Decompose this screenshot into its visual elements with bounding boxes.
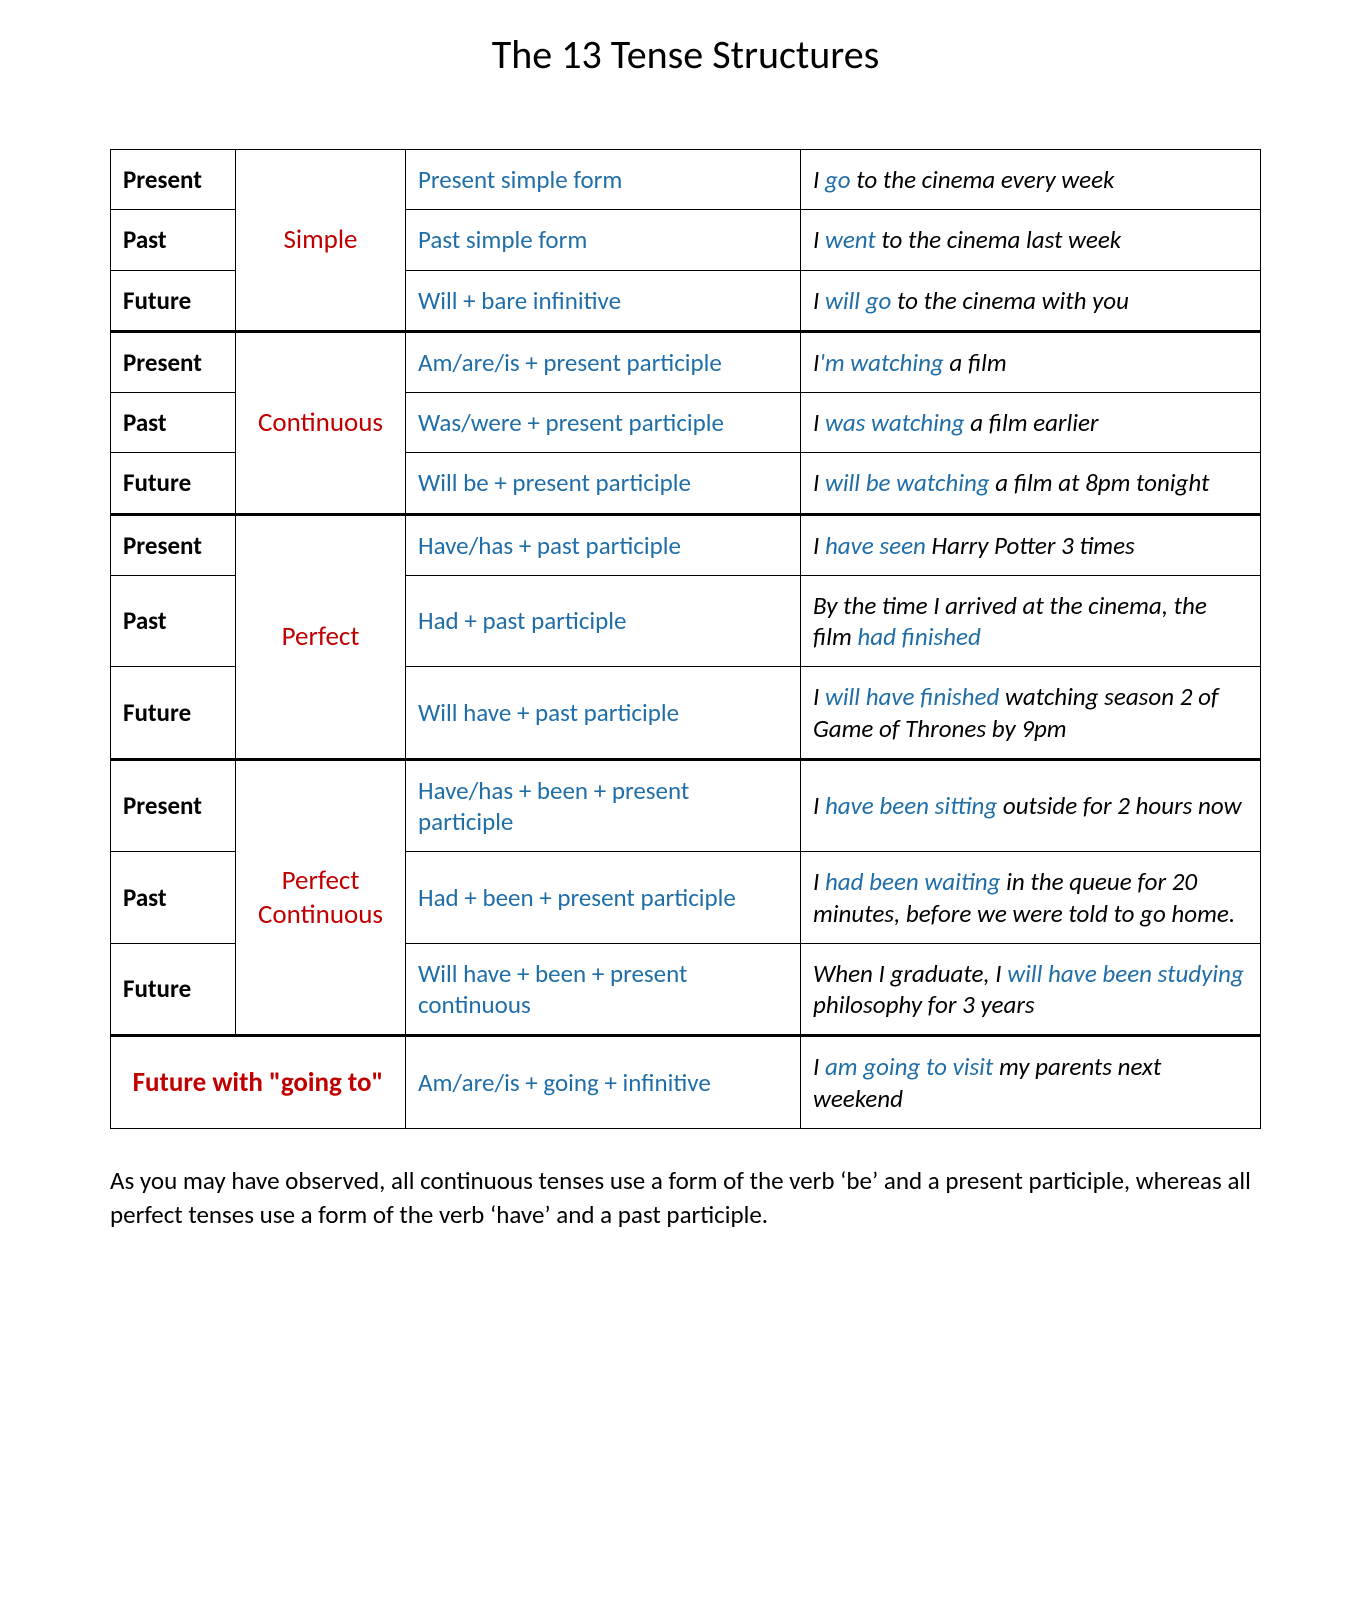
tense-cell: Present: [111, 514, 236, 575]
table-row: Present Perfect Have/has + past particip…: [111, 514, 1261, 575]
example-pre: I: [813, 467, 825, 498]
aspect-cell-continuous: Continuous: [236, 331, 406, 514]
tense-cell: Future: [111, 943, 236, 1036]
example-pre: When I graduate, I: [813, 958, 1007, 989]
example-highlight: have seen: [825, 530, 926, 561]
example-cell: I will have finished watching season 2 o…: [801, 667, 1261, 760]
tense-cell: Present: [111, 331, 236, 392]
example-pre: I: [813, 164, 825, 195]
form-cell: Was/were + present participle: [406, 393, 801, 453]
example-cell: I go to the cinema every week: [801, 150, 1261, 210]
tense-cell: Future: [111, 270, 236, 331]
example-cell: I had been waiting in the queue for 20 m…: [801, 852, 1261, 944]
example-highlight: went: [825, 224, 876, 255]
table-row: Future with "going to" Am/are/is + going…: [111, 1036, 1261, 1129]
example-cell: I'm watching a film: [801, 331, 1261, 392]
aspect-cell-going-to: Future with "going to": [111, 1036, 406, 1129]
tense-cell: Present: [111, 150, 236, 210]
example-post: a film at 8pm tonight: [990, 467, 1210, 498]
tense-cell: Past: [111, 210, 236, 270]
page: The 13 Tense Structures Present Simple P…: [0, 0, 1371, 1291]
example-post: philosophy for 3 years: [813, 989, 1035, 1020]
example-post: to the cinema with you: [891, 285, 1129, 316]
example-highlight: will have finished: [825, 681, 999, 712]
example-post: to the cinema every week: [851, 164, 1115, 195]
example-pre: I: [813, 407, 825, 438]
example-cell: I will go to the cinema with you: [801, 270, 1261, 331]
tense-table: Present Simple Present simple form I go …: [110, 149, 1261, 1129]
tense-cell: Past: [111, 393, 236, 453]
example-highlight: had been waiting: [825, 866, 1001, 897]
example-highlight: 'm watching: [819, 347, 943, 378]
example-pre: I: [813, 866, 825, 897]
form-cell: Have/has + past participle: [406, 514, 801, 575]
form-cell: Have/has + been + present participle: [406, 759, 801, 852]
tense-cell: Past: [111, 852, 236, 944]
example-post: a film: [944, 347, 1007, 378]
example-highlight: will have been studying: [1007, 958, 1244, 989]
example-cell: By the time I arrived at the cinema, the…: [801, 575, 1261, 667]
footnote-text: As you may have observed, all continuous…: [110, 1164, 1261, 1232]
aspect-cell-perfect-continuous: Perfect Continuous: [236, 759, 406, 1036]
table-row: Present Perfect Continuous Have/has + be…: [111, 759, 1261, 852]
form-cell: Am/are/is + present participle: [406, 331, 801, 392]
example-highlight: was watching: [825, 407, 965, 438]
tense-cell: Future: [111, 667, 236, 760]
example-cell: When I graduate, I will have been studyi…: [801, 943, 1261, 1036]
example-post: Harry Potter 3 times: [926, 530, 1135, 561]
example-highlight: am going to visit: [825, 1051, 993, 1082]
example-cell: I was watching a film earlier: [801, 393, 1261, 453]
example-cell: I will be watching a film at 8pm tonight: [801, 453, 1261, 514]
example-pre: I: [813, 681, 825, 712]
example-cell: I have been sitting outside for 2 hours …: [801, 759, 1261, 852]
aspect-cell-simple: Simple: [236, 150, 406, 332]
tense-cell: Future: [111, 453, 236, 514]
example-highlight: go: [825, 164, 851, 195]
form-cell: Present simple form: [406, 150, 801, 210]
page-title: The 13 Tense Structures: [110, 30, 1261, 79]
example-cell: I went to the cinema last week: [801, 210, 1261, 270]
tense-cell: Past: [111, 575, 236, 667]
tense-cell: Present: [111, 759, 236, 852]
example-pre: I: [813, 285, 825, 316]
form-cell: Had + been + present participle: [406, 852, 801, 944]
example-pre: I: [813, 530, 825, 561]
form-cell: Will + bare infinitive: [406, 270, 801, 331]
form-cell: Am/are/is + going + infinitive: [406, 1036, 801, 1129]
example-cell: I have seen Harry Potter 3 times: [801, 514, 1261, 575]
example-cell: I am going to visit my parents next week…: [801, 1036, 1261, 1129]
form-cell: Had + past participle: [406, 575, 801, 667]
example-pre: I: [813, 224, 825, 255]
example-pre: I: [813, 790, 825, 821]
form-cell: Will be + present participle: [406, 453, 801, 514]
aspect-cell-perfect: Perfect: [236, 514, 406, 759]
example-post: a film earlier: [965, 407, 1099, 438]
table-row: Present Simple Present simple form I go …: [111, 150, 1261, 210]
table-row: Present Continuous Am/are/is + present p…: [111, 331, 1261, 392]
example-pre: I: [813, 1051, 825, 1082]
example-highlight: had finished: [857, 621, 980, 652]
example-highlight: have been sitting: [825, 790, 997, 821]
form-cell: Will have + been + present continuous: [406, 943, 801, 1036]
example-post: outside for 2 hours now: [997, 790, 1241, 821]
example-highlight: will go: [825, 285, 891, 316]
example-post: to the cinema last week: [876, 224, 1121, 255]
form-cell: Past simple form: [406, 210, 801, 270]
form-cell: Will have + past participle: [406, 667, 801, 760]
example-highlight: will be watching: [825, 467, 990, 498]
